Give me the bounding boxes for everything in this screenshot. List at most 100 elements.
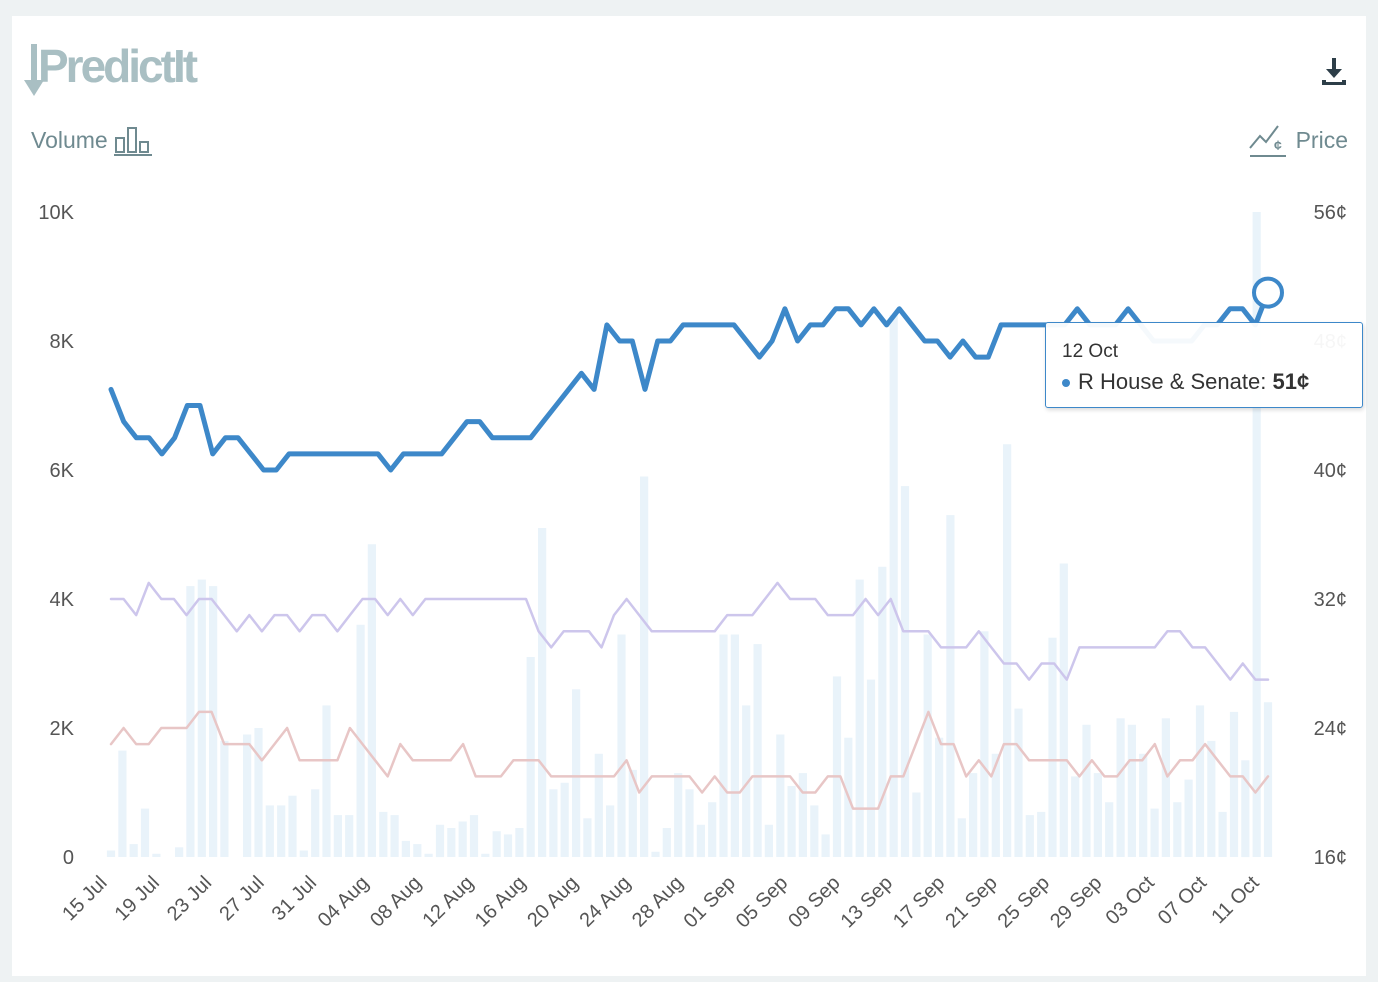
price-line-icon: ¢ [1248, 125, 1286, 157]
volume-bar [617, 634, 626, 857]
volume-bar [1127, 724, 1136, 857]
volume-bar [379, 811, 388, 857]
volume-bar [515, 828, 524, 857]
volume-bar [1218, 811, 1227, 857]
volume-bar [878, 566, 887, 858]
right-axis-ticks: 16¢24¢32¢40¢48¢56¢ [1314, 202, 1347, 869]
volume-bar [220, 740, 229, 857]
x-tick-label: 09 Sep [784, 872, 844, 932]
volume-bar [912, 792, 921, 857]
volume-bar [866, 679, 876, 857]
volume-bar [1014, 708, 1023, 857]
x-tick-label: 21 Sep [941, 872, 1001, 932]
volume-bar [651, 851, 660, 857]
volume-bar [798, 773, 807, 857]
price-axis-label: ¢ Price [1248, 122, 1348, 158]
volume-bar [1116, 718, 1125, 857]
volume-bar [469, 815, 479, 857]
series-line-r-house-senate [108, 290, 1271, 473]
price-label-text: Price [1295, 126, 1348, 153]
volume-bar [129, 844, 138, 857]
volume-bar [900, 486, 910, 857]
volume-bar [821, 834, 830, 857]
volume-bar [787, 786, 796, 857]
volume-bar [640, 476, 649, 857]
volume-bar [730, 634, 739, 857]
series-line-tertiary [109, 710, 1270, 810]
volume-bar [481, 853, 490, 857]
tab-strip-right [750, 0, 1168, 16]
volume-bar [855, 579, 864, 857]
series-dot-icon [1062, 379, 1070, 388]
volume-bar [957, 818, 966, 857]
volume-bar [1071, 776, 1080, 857]
volume-bar [583, 818, 592, 857]
x-tick-label: 20 Aug [523, 872, 583, 932]
x-tick-label: 04 Aug [314, 872, 374, 932]
left-tick-label: 10K [38, 202, 74, 224]
volume-bar [560, 782, 569, 857]
x-tick-label: 17 Sep [889, 872, 949, 932]
volume-bar [594, 753, 603, 857]
volume-axis-label: Volume [31, 124, 154, 156]
volume-bar [1229, 711, 1239, 857]
chart-tooltip: 12 Oct R House & Senate: 51¢ [1045, 322, 1363, 408]
volume-bar [1195, 705, 1205, 857]
x-tick-label: 28 Aug [628, 872, 688, 932]
volume-bar [606, 805, 615, 857]
series-line-secondary [109, 581, 1270, 681]
volume-bar [685, 789, 694, 857]
volume-bar [526, 657, 535, 857]
volume-bar [674, 773, 683, 857]
x-tick-label: 08 Aug [366, 872, 426, 932]
volume-bar [243, 734, 252, 857]
volume-bar [946, 515, 955, 857]
left-tick-label: 2K [50, 718, 75, 740]
left-tick-label: 0 [63, 847, 74, 869]
volume-bar [254, 728, 263, 857]
volume-bar [810, 805, 819, 857]
volume-bar [152, 853, 161, 857]
volume-bar [265, 805, 274, 857]
volume-bars [106, 212, 1273, 858]
volume-bar [1048, 637, 1057, 857]
volume-bar [277, 805, 286, 857]
x-tick-label: 29 Sep [1046, 872, 1106, 932]
volume-bar [1161, 718, 1170, 857]
volume-bar [1139, 753, 1148, 857]
volume-bar [390, 815, 399, 857]
volume-bar [742, 705, 751, 857]
svg-text:¢: ¢ [1274, 137, 1282, 153]
right-tick-label: 40¢ [1314, 460, 1347, 482]
volume-bar [991, 753, 1000, 857]
volume-bar [662, 828, 671, 857]
volume-bar [106, 850, 116, 857]
left-tick-label: 6K [50, 460, 75, 482]
volume-bar [197, 579, 206, 857]
right-tick-label: 16¢ [1314, 847, 1347, 869]
volume-bar [1252, 212, 1261, 857]
volume-bar [209, 586, 218, 857]
volume-bar [503, 834, 513, 857]
x-tick-label: 11 Oct [1207, 872, 1263, 928]
tooltip-value: 51¢ [1272, 369, 1310, 394]
download-button[interactable] [1318, 56, 1350, 88]
volume-bar [140, 808, 150, 857]
left-tick-label: 4K [50, 589, 75, 611]
volume-bar [401, 840, 410, 857]
left-axis-ticks: 0 2K 4K 6K 8K 10K [38, 202, 74, 869]
volume-bar [708, 802, 717, 857]
x-tick-label: 31 Jul [268, 872, 321, 925]
volume-bar [753, 644, 762, 857]
volume-bar [1093, 773, 1102, 857]
logo-text: PredictIt [38, 40, 198, 92]
volume-bar [345, 815, 354, 857]
predictit-logo: PredictIt [24, 40, 198, 100]
price-lines [108, 290, 1271, 810]
logo-arrow-icon [24, 44, 44, 96]
volume-bar [719, 634, 728, 857]
volume-bar [447, 828, 456, 857]
x-tick-label: 13 Sep [837, 872, 897, 932]
